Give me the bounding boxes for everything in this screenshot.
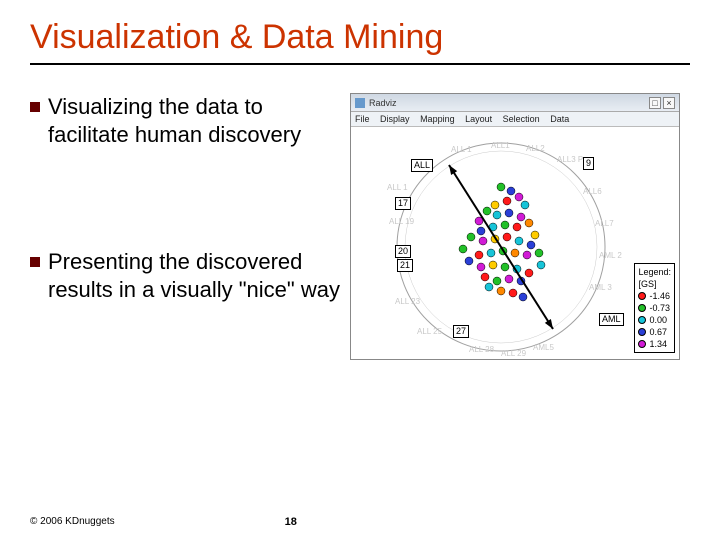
footer: © 2006 KDnuggets 18 — [30, 516, 690, 528]
anchor-faint-label: AML5 — [533, 343, 554, 352]
copyright: © 2006 KDnuggets — [30, 516, 115, 528]
legend-swatch-icon — [638, 292, 646, 300]
anchor-faint-label: AML 2 — [599, 251, 622, 260]
anchor-faint-label: ALL3 P — [557, 155, 583, 164]
window-close-button[interactable]: × — [663, 97, 675, 109]
left-column: Visualizing the data to facilitate human… — [30, 93, 350, 403]
legend-swatch-icon — [638, 340, 646, 348]
slide-title: Visualization & Data Mining — [0, 0, 720, 63]
anchor-label: 21 — [397, 259, 413, 272]
body-columns: Visualizing the data to facilitate human… — [0, 65, 720, 403]
bullet-item: Presenting the discovered results in a v… — [30, 248, 342, 303]
anchor-faint-label: ALL 19 — [389, 217, 414, 226]
legend-item: 1.34 — [638, 338, 671, 350]
anchor-label: 9 — [583, 157, 594, 170]
anchor-faint-label: AML 3 — [589, 283, 612, 292]
anchor-faint-label: ALL2 — [526, 144, 545, 153]
anchor-faint-label: ALL 28 — [469, 345, 494, 354]
legend-item: -1.46 — [638, 290, 671, 302]
menu-display[interactable]: Display — [380, 114, 410, 124]
window-title: Radviz — [369, 98, 647, 108]
anchor-faint-label: ALL 1 — [451, 145, 472, 154]
legend-subtitle: [GS] — [638, 278, 671, 290]
anchor-faint-label: ALL 23 — [395, 297, 420, 306]
anchor-faint-label: ALL7 — [595, 219, 614, 228]
anchor-faint-label: ALL 25 — [417, 327, 442, 336]
radviz-window: Radviz □ × File Display Mapping Layout S… — [350, 93, 680, 360]
legend-swatch-icon — [638, 304, 646, 312]
anchor-label: AML — [599, 313, 624, 326]
window-icon — [355, 98, 365, 108]
menu-file[interactable]: File — [355, 114, 370, 124]
legend-label: 0.00 — [649, 314, 667, 326]
anchor-faint-label: ALL6 — [583, 187, 602, 196]
legend-item: -0.73 — [638, 302, 671, 314]
menu-data[interactable]: Data — [550, 114, 569, 124]
bullet-icon — [30, 102, 40, 112]
menu-layout[interactable]: Layout — [465, 114, 492, 124]
anchor-label: 20 — [395, 245, 411, 258]
legend-label: 1.34 — [649, 338, 667, 350]
anchor-faint-label: ALL 29 — [501, 349, 526, 358]
window-menubar: File Display Mapping Layout Selection Da… — [351, 112, 679, 127]
legend-swatch-icon — [638, 316, 646, 324]
bullet-text: Presenting the discovered results in a v… — [48, 248, 342, 303]
legend-title: Legend: — [638, 266, 671, 278]
legend-label: -1.46 — [649, 290, 670, 302]
anchor-faint-label: ALL 1 — [387, 183, 408, 192]
menu-mapping[interactable]: Mapping — [420, 114, 455, 124]
bullet-icon — [30, 257, 40, 267]
radviz-canvas[interactable]: Legend: [GS] -1.46-0.730.000.671.34 ALL A… — [351, 127, 679, 359]
right-column: Radviz □ × File Display Mapping Layout S… — [350, 93, 700, 403]
anchor-faint-label: ALL1 — [491, 141, 510, 150]
anchor-label: 17 — [395, 197, 411, 210]
legend-item: 0.00 — [638, 314, 671, 326]
window-maximize-button[interactable]: □ — [649, 97, 661, 109]
legend-box: Legend: [GS] -1.46-0.730.000.671.34 — [634, 263, 675, 353]
bullet-item: Visualizing the data to facilitate human… — [30, 93, 342, 148]
anchor-label: 27 — [453, 325, 469, 338]
menu-selection[interactable]: Selection — [503, 114, 540, 124]
legend-label: 0.67 — [649, 326, 667, 338]
legend-swatch-icon — [638, 328, 646, 336]
anchor-label: ALL — [411, 159, 433, 172]
legend-item: 0.67 — [638, 326, 671, 338]
window-titlebar: Radviz □ × — [351, 94, 679, 112]
page-number: 18 — [285, 516, 297, 528]
legend-label: -0.73 — [649, 302, 670, 314]
bullet-text: Visualizing the data to facilitate human… — [48, 93, 342, 148]
